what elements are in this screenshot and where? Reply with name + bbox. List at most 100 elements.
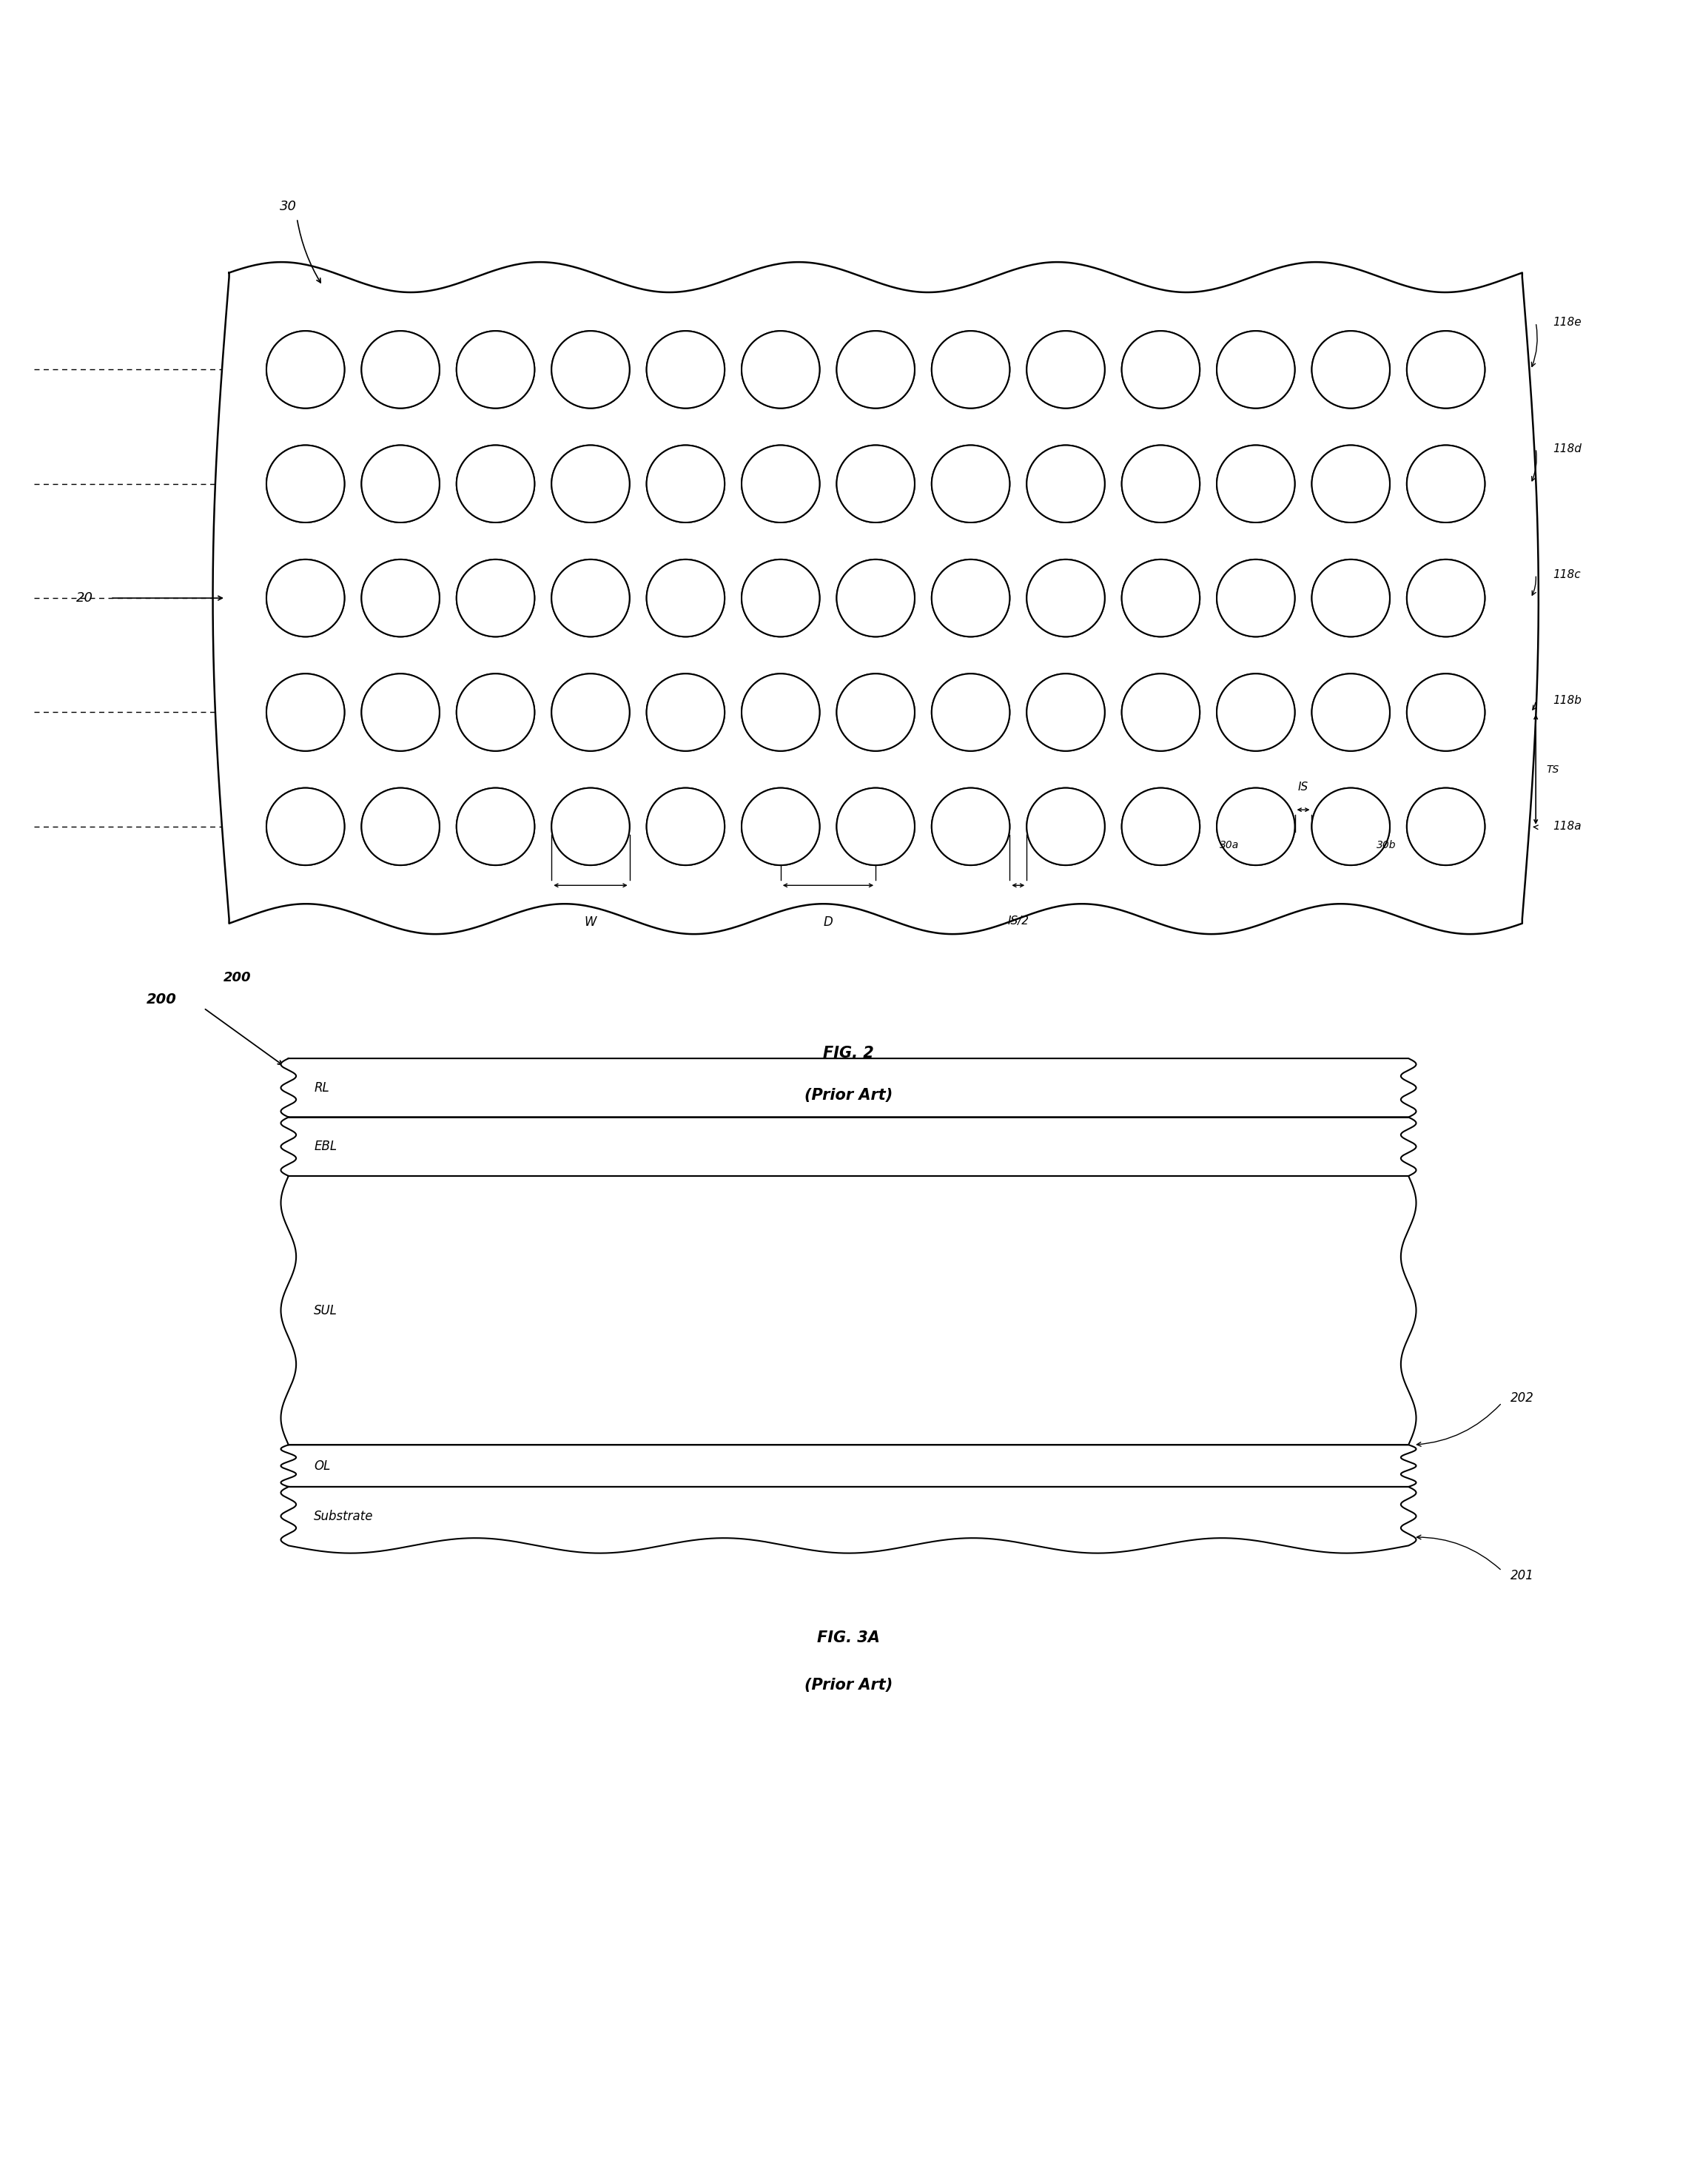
Circle shape bbox=[266, 673, 344, 751]
Circle shape bbox=[361, 332, 440, 408]
Circle shape bbox=[266, 559, 344, 638]
Circle shape bbox=[266, 332, 344, 408]
Circle shape bbox=[837, 788, 915, 865]
Text: 30a: 30a bbox=[1220, 841, 1239, 850]
Circle shape bbox=[1027, 673, 1105, 751]
Circle shape bbox=[1027, 446, 1105, 522]
Circle shape bbox=[837, 446, 915, 522]
Polygon shape bbox=[282, 1487, 1415, 1553]
Circle shape bbox=[837, 332, 915, 408]
Circle shape bbox=[1312, 332, 1390, 408]
Text: 118b: 118b bbox=[1553, 695, 1582, 705]
Circle shape bbox=[742, 332, 820, 408]
Circle shape bbox=[1312, 788, 1390, 865]
Circle shape bbox=[932, 673, 1010, 751]
Circle shape bbox=[456, 446, 535, 522]
Circle shape bbox=[742, 788, 820, 865]
Text: IS/2: IS/2 bbox=[1008, 915, 1028, 926]
Text: W: W bbox=[584, 915, 597, 928]
Circle shape bbox=[647, 332, 725, 408]
Circle shape bbox=[742, 446, 820, 522]
Circle shape bbox=[1027, 559, 1105, 638]
Circle shape bbox=[932, 559, 1010, 638]
Circle shape bbox=[1122, 446, 1200, 522]
Circle shape bbox=[742, 673, 820, 751]
Text: 118e: 118e bbox=[1553, 317, 1582, 328]
Circle shape bbox=[1027, 332, 1105, 408]
Text: 200: 200 bbox=[224, 972, 251, 985]
Text: FIG. 2: FIG. 2 bbox=[823, 1046, 874, 1061]
Circle shape bbox=[1217, 332, 1295, 408]
Circle shape bbox=[932, 559, 1010, 638]
Text: OL: OL bbox=[314, 1459, 331, 1472]
Text: EBL: EBL bbox=[314, 1140, 338, 1153]
Circle shape bbox=[552, 559, 630, 638]
Circle shape bbox=[1407, 673, 1485, 751]
Circle shape bbox=[1217, 673, 1295, 751]
Circle shape bbox=[1312, 559, 1390, 638]
Circle shape bbox=[361, 332, 440, 408]
Circle shape bbox=[361, 446, 440, 522]
Circle shape bbox=[552, 332, 630, 408]
Circle shape bbox=[361, 673, 440, 751]
Circle shape bbox=[1407, 673, 1485, 751]
Circle shape bbox=[837, 332, 915, 408]
Circle shape bbox=[552, 788, 630, 865]
Polygon shape bbox=[282, 1059, 1415, 1118]
Circle shape bbox=[1217, 788, 1295, 865]
Text: IS: IS bbox=[1298, 782, 1308, 793]
Text: 118d: 118d bbox=[1553, 443, 1582, 454]
Circle shape bbox=[456, 788, 535, 865]
Circle shape bbox=[647, 332, 725, 408]
Circle shape bbox=[1312, 788, 1390, 865]
Circle shape bbox=[361, 673, 440, 751]
Circle shape bbox=[266, 788, 344, 865]
Circle shape bbox=[1312, 446, 1390, 522]
Text: 201: 201 bbox=[1510, 1568, 1534, 1583]
Circle shape bbox=[361, 788, 440, 865]
Circle shape bbox=[932, 332, 1010, 408]
Text: 118c: 118c bbox=[1553, 570, 1580, 581]
Circle shape bbox=[742, 446, 820, 522]
Circle shape bbox=[742, 332, 820, 408]
Circle shape bbox=[742, 559, 820, 638]
Circle shape bbox=[456, 332, 535, 408]
Circle shape bbox=[1122, 673, 1200, 751]
Circle shape bbox=[1122, 788, 1200, 865]
Polygon shape bbox=[282, 1175, 1415, 1446]
Circle shape bbox=[266, 446, 344, 522]
Circle shape bbox=[647, 673, 725, 751]
Polygon shape bbox=[212, 262, 1539, 935]
Circle shape bbox=[837, 446, 915, 522]
Circle shape bbox=[361, 788, 440, 865]
Text: 200: 200 bbox=[146, 992, 176, 1007]
Circle shape bbox=[647, 788, 725, 865]
Text: SUL: SUL bbox=[314, 1304, 338, 1317]
Circle shape bbox=[1312, 673, 1390, 751]
Text: (Prior Art): (Prior Art) bbox=[804, 1088, 893, 1103]
Circle shape bbox=[1312, 673, 1390, 751]
Circle shape bbox=[552, 332, 630, 408]
Circle shape bbox=[1407, 788, 1485, 865]
Circle shape bbox=[456, 559, 535, 638]
Circle shape bbox=[1027, 446, 1105, 522]
Circle shape bbox=[361, 559, 440, 638]
Circle shape bbox=[1122, 788, 1200, 865]
Circle shape bbox=[932, 332, 1010, 408]
Circle shape bbox=[1027, 788, 1105, 865]
Circle shape bbox=[1217, 788, 1295, 865]
Circle shape bbox=[1217, 446, 1295, 522]
Circle shape bbox=[1312, 559, 1390, 638]
Circle shape bbox=[1312, 446, 1390, 522]
Circle shape bbox=[1407, 446, 1485, 522]
Polygon shape bbox=[282, 1446, 1415, 1487]
Text: RL: RL bbox=[314, 1081, 329, 1094]
Text: 30: 30 bbox=[280, 201, 297, 214]
Circle shape bbox=[1407, 559, 1485, 638]
Circle shape bbox=[647, 673, 725, 751]
Circle shape bbox=[1122, 559, 1200, 638]
Circle shape bbox=[837, 673, 915, 751]
Circle shape bbox=[552, 788, 630, 865]
Circle shape bbox=[1027, 788, 1105, 865]
Circle shape bbox=[266, 788, 344, 865]
